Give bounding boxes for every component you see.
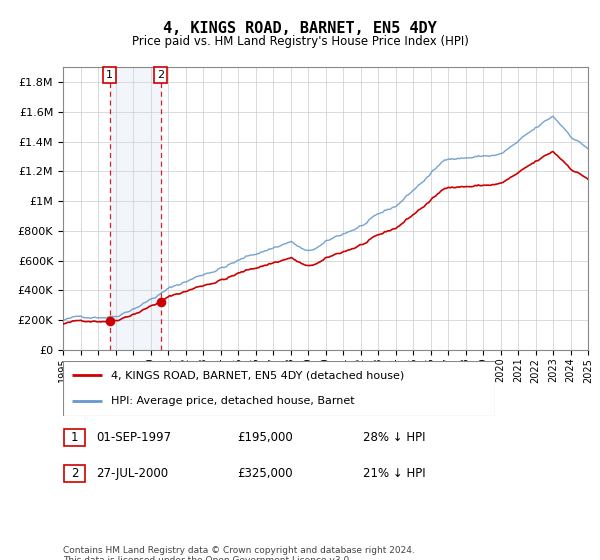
Text: Contains HM Land Registry data © Crown copyright and database right 2024.
This d: Contains HM Land Registry data © Crown c…: [63, 546, 415, 560]
Text: 01-SEP-1997: 01-SEP-1997: [96, 431, 171, 445]
Text: £325,000: £325,000: [237, 466, 293, 480]
Text: 4, KINGS ROAD, BARNET, EN5 4DY: 4, KINGS ROAD, BARNET, EN5 4DY: [163, 21, 437, 36]
Point: [156, 297, 166, 306]
Text: 21% ↓ HPI: 21% ↓ HPI: [363, 466, 425, 480]
Bar: [110, 67, 161, 350]
Text: 4, KINGS ROAD, BARNET, EN5 4DY (detached house): 4, KINGS ROAD, BARNET, EN5 4DY (detached…: [110, 371, 404, 380]
Text: 2: 2: [157, 70, 164, 80]
Text: 1: 1: [106, 70, 113, 80]
Text: 27-JUL-2000: 27-JUL-2000: [96, 466, 168, 480]
Text: 28% ↓ HPI: 28% ↓ HPI: [363, 431, 425, 445]
Point: [105, 316, 115, 325]
Text: £195,000: £195,000: [237, 431, 293, 445]
Text: 1: 1: [71, 431, 78, 445]
Text: 2: 2: [71, 466, 78, 480]
Text: Price paid vs. HM Land Registry's House Price Index (HPI): Price paid vs. HM Land Registry's House …: [131, 35, 469, 48]
Text: HPI: Average price, detached house, Barnet: HPI: Average price, detached house, Barn…: [110, 396, 354, 405]
